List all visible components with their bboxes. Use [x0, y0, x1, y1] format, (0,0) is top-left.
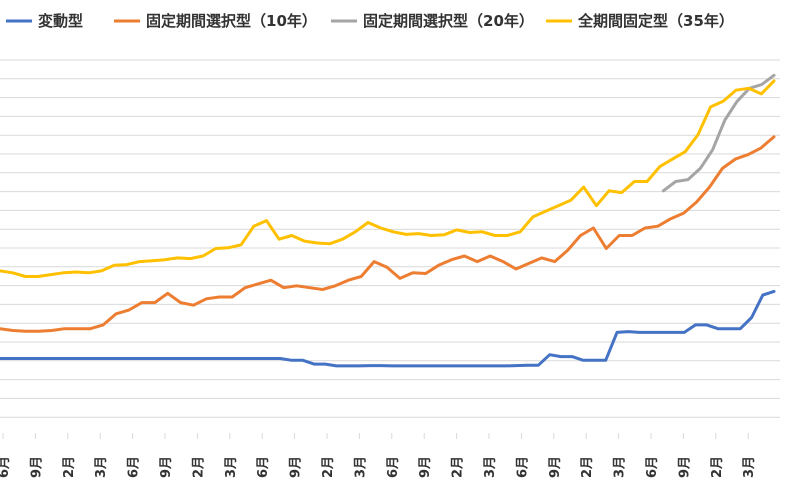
x-tick-label: 2月	[62, 456, 77, 478]
x-tick-label: 3月	[742, 456, 757, 478]
series-line	[0, 135, 776, 333]
series-line	[0, 289, 776, 368]
x-tick-label: 9月	[677, 456, 692, 478]
x-tick-label: 6月	[0, 456, 12, 478]
x-tick-label: 9月	[418, 456, 433, 478]
x-tick-label: 2月	[710, 456, 725, 478]
x-tick-label: 9月	[159, 456, 174, 478]
legend-label: 全期間固定型（35年）	[577, 12, 734, 30]
x-tick-label: 9月	[289, 456, 304, 478]
x-axis-tick-labels: 6月 9月 2月 3月 6月 9月 2月 3月 6月 9月 2月 3月 6月 9月 2月 3月 6月 9月 2月 3月…	[0, 433, 757, 478]
x-tick-label: 3月	[224, 456, 239, 478]
x-tick-label: 2月	[321, 456, 336, 478]
x-tick-label: 3月	[483, 456, 498, 478]
legend-label: 固定期間選択型（20年）	[363, 12, 534, 30]
x-tick-label: 9月	[548, 456, 563, 478]
series-lines	[0, 73, 776, 368]
x-tick-label: 6月	[127, 456, 142, 478]
x-tick-label: 2月	[451, 456, 466, 478]
x-tick-label: 6月	[645, 456, 660, 478]
x-tick-label: 9月	[29, 456, 44, 478]
gridlines	[0, 59, 780, 418]
x-tick-label: 2月	[191, 456, 206, 478]
legend: 変動型 固定期間選択型（10年） 固定期間選択型（20年） 全期間固定型（35年）	[6, 12, 734, 30]
legend-label: 変動型	[38, 12, 83, 30]
x-tick-label: 6月	[256, 456, 271, 478]
x-tick-label: 2月	[580, 456, 595, 478]
legend-label: 固定期間選択型（10年）	[146, 12, 317, 30]
x-tick-label: 3月	[613, 456, 628, 478]
x-tick-label: 6月	[386, 456, 401, 478]
series-line	[661, 73, 776, 193]
x-tick-label: 6月	[515, 456, 530, 478]
x-tick-label: 3月	[353, 456, 368, 478]
x-tick-label: 3月	[94, 456, 109, 478]
series-line	[0, 79, 776, 278]
